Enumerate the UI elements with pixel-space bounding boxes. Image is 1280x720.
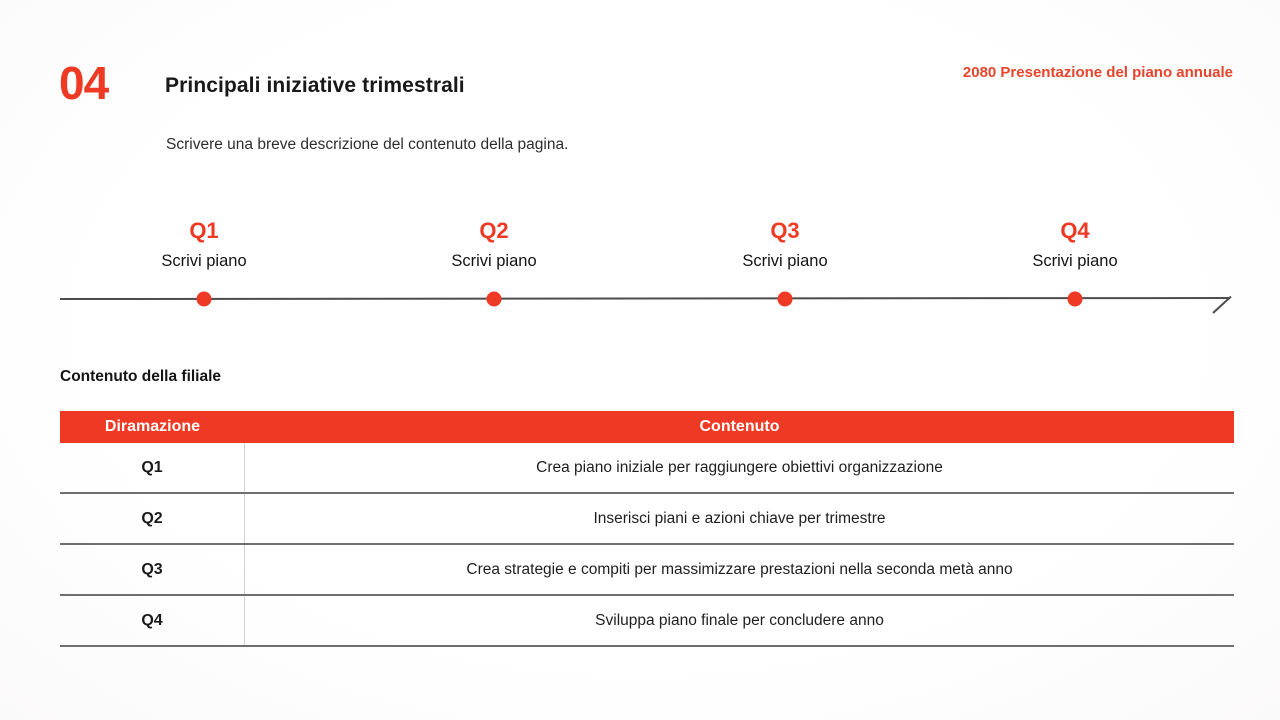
timeline-axis-arrow: [59, 291, 1232, 314]
row-content-cell: Inserisci piani e azioni chiave per trim…: [593, 509, 886, 527]
row-content-cell: Crea piano iniziale per raggiungere obie…: [536, 458, 943, 476]
timeline-task-label: Scrivi piano: [451, 252, 537, 271]
row-quarter-cell: Q4: [60, 596, 245, 645]
timeline-dot-q2: [486, 291, 502, 307]
timeline-task-label: Scrivi piano: [161, 252, 247, 271]
timeline-quarter-label: Q1: [189, 218, 219, 243]
timeline-item-q4: Q4 Scrivi piano: [935, 218, 1215, 271]
timeline-item-q1: Q1 Scrivi piano: [64, 218, 344, 271]
row-quarter-cell: Q3: [60, 545, 245, 594]
timeline-quarter-label: Q4: [1060, 218, 1090, 243]
timeline-quarter-label: Q2: [479, 218, 509, 243]
table-row: Q1 Crea piano iniziale per raggiungere o…: [60, 443, 1234, 494]
timeline-item-q2: Q2 Scrivi piano: [354, 218, 634, 271]
timeline-dot-q1: [196, 291, 212, 307]
table-section-title: Contenuto della filiale: [60, 368, 222, 385]
timeline-dot-q3: [777, 291, 793, 307]
timeline-item-q3: Q3 Scrivi piano: [645, 218, 925, 271]
page-title: Principali iniziative trimestrali: [165, 74, 465, 97]
timeline-task-label: Scrivi piano: [1032, 252, 1118, 271]
row-content-cell: Sviluppa piano finale per concludere ann…: [595, 611, 884, 629]
row-quarter-cell: Q1: [60, 443, 245, 492]
timeline-task-label: Scrivi piano: [742, 252, 828, 271]
row-quarter-cell: Q2: [60, 494, 245, 543]
row-content-cell: Crea strategie e compiti per massimizzar…: [466, 560, 1013, 578]
table-row: Q2 Inserisci piani e azioni chiave per t…: [60, 494, 1234, 545]
page-subtitle: Scrivere una breve descrizione del conte…: [166, 136, 569, 153]
column-header-contenuto: Contenuto: [699, 418, 780, 435]
table-row: Q4 Sviluppa piano finale per concludere …: [60, 596, 1234, 647]
branch-content-table: Diramazione Contenuto Q1 Crea piano iniz…: [60, 411, 1234, 647]
timeline-dot-q4: [1067, 291, 1083, 307]
table-row: Q3 Crea strategie e compiti per massimiz…: [60, 545, 1234, 596]
timeline-quarter-label: Q3: [770, 218, 800, 243]
page-number: 04: [59, 57, 109, 109]
deck-label: 2080 Presentazione del piano annuale: [962, 64, 1233, 81]
column-header-diramazione: Diramazione: [104, 418, 201, 435]
table-header-row: Diramazione Contenuto: [60, 411, 1234, 443]
